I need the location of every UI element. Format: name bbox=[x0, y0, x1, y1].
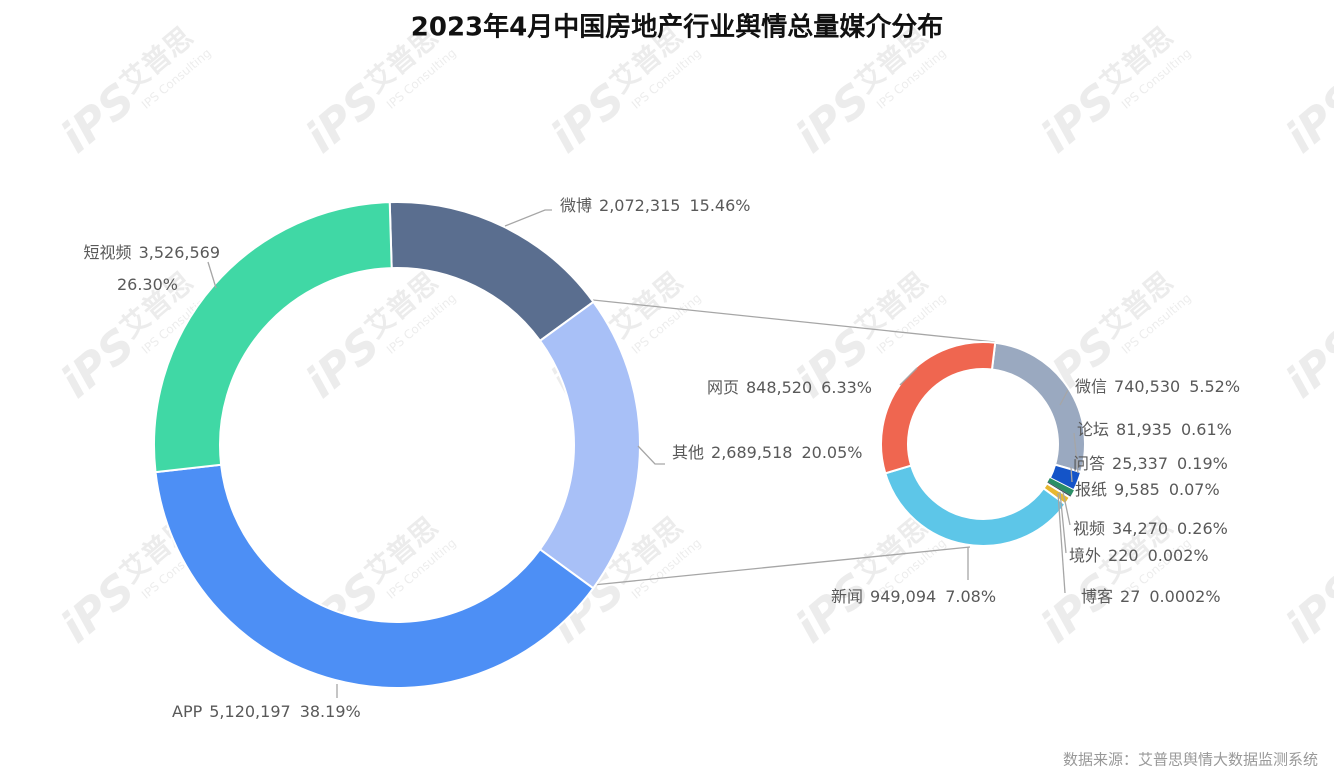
data-label: 微信 740,530 5.52% bbox=[1075, 377, 1240, 396]
percent-label: 0.002% bbox=[1148, 546, 1209, 565]
donut-slice bbox=[1047, 478, 1074, 496]
category-label: 短视频 bbox=[84, 243, 132, 262]
value-label: 740,530 bbox=[1114, 377, 1180, 396]
watermark-logo: iPS bbox=[1276, 563, 1334, 653]
percent-label: 5.52% bbox=[1189, 377, 1240, 396]
category-label: 博客 bbox=[1081, 587, 1113, 606]
percent-label: 26.30% bbox=[117, 275, 178, 294]
leader-line bbox=[1059, 491, 1067, 554]
data-label: 视频 34,270 0.26% bbox=[1073, 519, 1228, 538]
percent-label: 7.08% bbox=[945, 587, 996, 606]
category-label: 视频 bbox=[1073, 519, 1105, 538]
connector-line bbox=[592, 299, 996, 343]
leader-line bbox=[1057, 492, 1066, 594]
data-label: 微博 2,072,315 15.46% bbox=[560, 196, 750, 215]
category-label: 新闻 bbox=[831, 587, 863, 606]
value-label: 34,270 bbox=[1112, 519, 1168, 538]
leader-line bbox=[1070, 466, 1073, 483]
leader-line bbox=[637, 445, 665, 465]
donut-slice bbox=[153, 201, 393, 474]
source-note: 数据来源：艾普思舆情大数据监测系统 bbox=[1063, 751, 1318, 769]
data-label: 论坛 81,935 0.61% bbox=[1077, 420, 1232, 439]
watermark-logo: iPS bbox=[1276, 73, 1334, 163]
percent-label: 0.07% bbox=[1169, 480, 1220, 499]
data-label: 报纸 9,585 0.07% bbox=[1075, 480, 1220, 499]
leader-line bbox=[1062, 491, 1071, 526]
data-label: 问答 25,337 0.19% bbox=[1073, 454, 1228, 473]
value-label: 2,072,315 bbox=[599, 196, 680, 215]
value-label: 27 bbox=[1120, 587, 1140, 606]
percent-label: 0.19% bbox=[1177, 454, 1228, 473]
percent-label: 0.26% bbox=[1177, 519, 1228, 538]
category-label: 网页 bbox=[707, 378, 739, 397]
category-label: 报纸 bbox=[1075, 480, 1107, 499]
category-label: 其他 bbox=[672, 443, 704, 462]
leader-line bbox=[899, 367, 918, 386]
leader-line bbox=[504, 209, 552, 227]
percent-label: 15.46% bbox=[689, 196, 750, 215]
category-label: 微信 bbox=[1075, 377, 1107, 396]
value-label: 5,120,197 bbox=[209, 702, 290, 721]
value-label: 81,935 bbox=[1116, 420, 1172, 439]
value-label: 949,094 bbox=[870, 587, 936, 606]
leader-line bbox=[1073, 432, 1079, 474]
value-label: 848,520 bbox=[746, 378, 812, 397]
watermark-logo: iPS bbox=[1276, 318, 1334, 408]
data-label: 短视频 3,526,569 bbox=[84, 243, 220, 262]
leader-line bbox=[207, 261, 217, 289]
value-label: 3,526,569 bbox=[139, 243, 220, 262]
data-label: APP 5,120,197 38.19% bbox=[172, 702, 361, 721]
category-label: 论坛 bbox=[1077, 420, 1109, 439]
percent-label: 20.05% bbox=[801, 443, 862, 462]
donut-slice bbox=[1048, 463, 1083, 492]
data-label: 26.30% bbox=[117, 275, 178, 294]
category-label: 微博 bbox=[560, 196, 592, 215]
leader-line bbox=[1059, 389, 1069, 406]
chart-title: 2023年4月中国房地产行业舆情总量媒介分布 bbox=[411, 12, 943, 43]
value-label: 25,337 bbox=[1112, 454, 1168, 473]
percent-label: 38.19% bbox=[300, 702, 361, 721]
value-label: 220 bbox=[1108, 546, 1139, 565]
percent-label: 0.0002% bbox=[1149, 587, 1220, 606]
data-label: 新闻 949,094 7.08% bbox=[831, 587, 996, 606]
category-label: 问答 bbox=[1073, 454, 1105, 473]
donut-slice bbox=[154, 463, 595, 689]
donut-slice bbox=[538, 300, 641, 590]
data-label: 境外 220 0.002% bbox=[1069, 546, 1209, 565]
value-label: 2,689,518 bbox=[711, 443, 792, 462]
donut-slice bbox=[880, 341, 997, 475]
data-label: 博客 27 0.0002% bbox=[1081, 587, 1221, 606]
category-label: APP bbox=[172, 702, 203, 721]
category-label: 境外 bbox=[1069, 546, 1101, 565]
connector-line bbox=[592, 546, 971, 586]
data-label: 其他 2,689,518 20.05% bbox=[672, 443, 862, 462]
data-label: 网页 848,520 6.33% bbox=[707, 378, 872, 397]
percent-label: 0.61% bbox=[1181, 420, 1232, 439]
percent-label: 6.33% bbox=[821, 378, 872, 397]
value-label: 9,585 bbox=[1114, 480, 1160, 499]
